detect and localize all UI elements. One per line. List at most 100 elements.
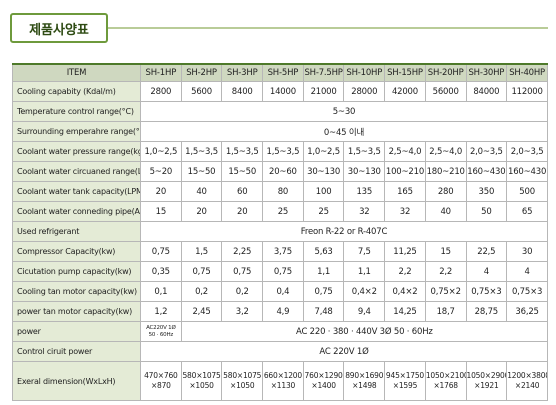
cell: 5600 [180, 81, 223, 102]
cell: 5~20 [140, 161, 182, 182]
cell: 0,75 [140, 241, 182, 262]
spec-row: Cicutation pump capacity(kw) 0,35 0,75 0,75… [12, 261, 548, 282]
cell-line: ×2140 [514, 381, 540, 390]
cell: AC 220 · 380 · 440V 3Ø 50 · 60Hz [180, 321, 549, 342]
cell: 470×760 ×870 [140, 361, 182, 401]
cell-line: 1200×3800 [507, 371, 548, 380]
cell: 2,0~3,5 [465, 141, 508, 162]
cell: 1200×3800 ×2140 [506, 361, 548, 401]
cell: 1,1 [343, 261, 386, 282]
cell-line: ×1595 [392, 381, 418, 390]
cell-line: 580×1075 [182, 371, 221, 380]
cell: 22,5 [465, 241, 508, 262]
spec-row: Control ciruit power AC 220V 1Ø [12, 341, 548, 362]
cell: 14000 [262, 81, 304, 102]
spec-row: Temperature control range(°C) 5~30 [12, 101, 548, 122]
header-cell: SH-20HP [424, 63, 467, 82]
cell: AC 220V 1Ø [140, 341, 548, 362]
cell: 0,75×2 [424, 281, 467, 302]
cell: 36,25 [506, 301, 548, 322]
cell: 0,35 [140, 261, 182, 282]
cell: 160~430 [506, 161, 548, 182]
cell: 0,75 [221, 261, 264, 282]
cell: 8400 [221, 81, 264, 102]
row-label: Used refrigerant [12, 221, 141, 242]
cell-line: 50 · 60Hz [148, 331, 174, 338]
cell: 1,5~3,5 [343, 141, 386, 162]
cell: 25 [302, 201, 345, 222]
cell: 1,0~2,5 [140, 141, 182, 162]
spec-row: power tan motor capacity(kw) 1,2 2,45 3,2 4,… [12, 301, 548, 322]
cell: 56000 [424, 81, 467, 102]
cell: 25 [262, 201, 304, 222]
cell: 7,48 [302, 301, 345, 322]
spec-row: Surrounding emperahre range(°C) 0~45 이내 [12, 121, 548, 142]
cell: 5~30 [140, 101, 548, 122]
cell: 100 [302, 181, 345, 202]
cell: 30 [506, 241, 548, 262]
cell: 28000 [343, 81, 386, 102]
cell: 7,5 [343, 241, 386, 262]
cell: 0,4×2 [384, 281, 426, 302]
cell-line: 760×1290 [304, 371, 343, 380]
cell: 100~210 [384, 161, 426, 182]
cell: 30~130 [343, 161, 386, 182]
spec-row: power AC220V 1Ø 50 · 60Hz AC 220 · 380 · 44… [12, 321, 549, 342]
cell-line: ×1050 [189, 381, 214, 390]
cell: 945×1750 ×1595 [384, 361, 426, 401]
cell-line: ×870 [150, 381, 171, 390]
row-label: Coolant water tank capacity(LPM) [12, 181, 141, 202]
header-cell: SH-3HP [221, 63, 264, 82]
cell: AC220V 1Ø 50 · 60Hz [140, 321, 182, 342]
header-cell: SH-40HP [506, 63, 548, 82]
cell-line: AC220V 1Ø [146, 324, 176, 331]
cell-line: 890×1690 [345, 371, 384, 380]
cell: 20~60 [262, 161, 304, 182]
header-cell: SH-1HP [140, 63, 182, 82]
spec-row: Cooling tan motor capacity(kw) 0,1 0,2 0,2 0… [12, 281, 548, 302]
header-row: ITEM SH-1HP SH-2HP SH-3HP SH-5HP SH-7.5HP SH-1… [12, 63, 548, 82]
row-label: Coolant water pressure range(kg/m²) [12, 141, 141, 162]
spec-table: ITEM SH-1HP SH-2HP SH-3HP SH-5HP SH-7.5HP SH-1… [12, 63, 549, 401]
cell: 500 [506, 181, 548, 202]
cell: 1,2 [140, 301, 182, 322]
cell-line: 580×1075 [223, 371, 262, 380]
header-cell: SH-7.5HP [302, 63, 345, 82]
cell: 15~50 [221, 161, 264, 182]
cell: 0,75 [302, 281, 345, 302]
row-label: Surrounding emperahre range(°C) [12, 121, 141, 142]
cell: 30~130 [302, 161, 345, 182]
header-cell: SH-30HP [465, 63, 508, 82]
cell: 2,5~4,0 [384, 141, 426, 162]
cell: 1,5~3,5 [221, 141, 264, 162]
cell: 160~430 [465, 161, 508, 182]
cell: 0,2 [221, 281, 264, 302]
cell-line: ×1768 [433, 381, 458, 390]
cell: 165 [384, 181, 426, 202]
cell-line: 945×1750 [385, 371, 425, 380]
cell: 42000 [384, 81, 426, 102]
cell: 0,2 [180, 281, 223, 302]
cell: 1,5~3,5 [180, 141, 223, 162]
cell: 4 [465, 261, 508, 282]
header-cell: SH-15HP [384, 63, 426, 82]
cell: 20 [140, 181, 182, 202]
spec-row: Coolant water circuaned range(LPM)5~2015… [12, 161, 548, 182]
cell: 32 [343, 201, 386, 222]
cell: 2,0~3,5 [506, 141, 548, 162]
header-cell: SH-5HP [262, 63, 304, 82]
title: 제품사양표 [10, 13, 108, 43]
cell: 20 [221, 201, 264, 222]
row-label: Temperature control range(°C) [12, 101, 141, 122]
cell: 135 [343, 181, 386, 202]
cell: 0,75 [262, 261, 304, 282]
cell: 5,63 [302, 241, 345, 262]
row-label: Control ciruit power [12, 341, 141, 362]
cell: 65 [506, 201, 548, 222]
row-label: power tan motor capacity(kw) [12, 301, 141, 322]
cell: 2800 [140, 81, 182, 102]
spec-row: Coolant water conneding pipe(A) 15 20 20 25 2… [12, 201, 548, 222]
header-cell: SH-2HP [180, 63, 223, 82]
cell: 80 [262, 181, 304, 202]
